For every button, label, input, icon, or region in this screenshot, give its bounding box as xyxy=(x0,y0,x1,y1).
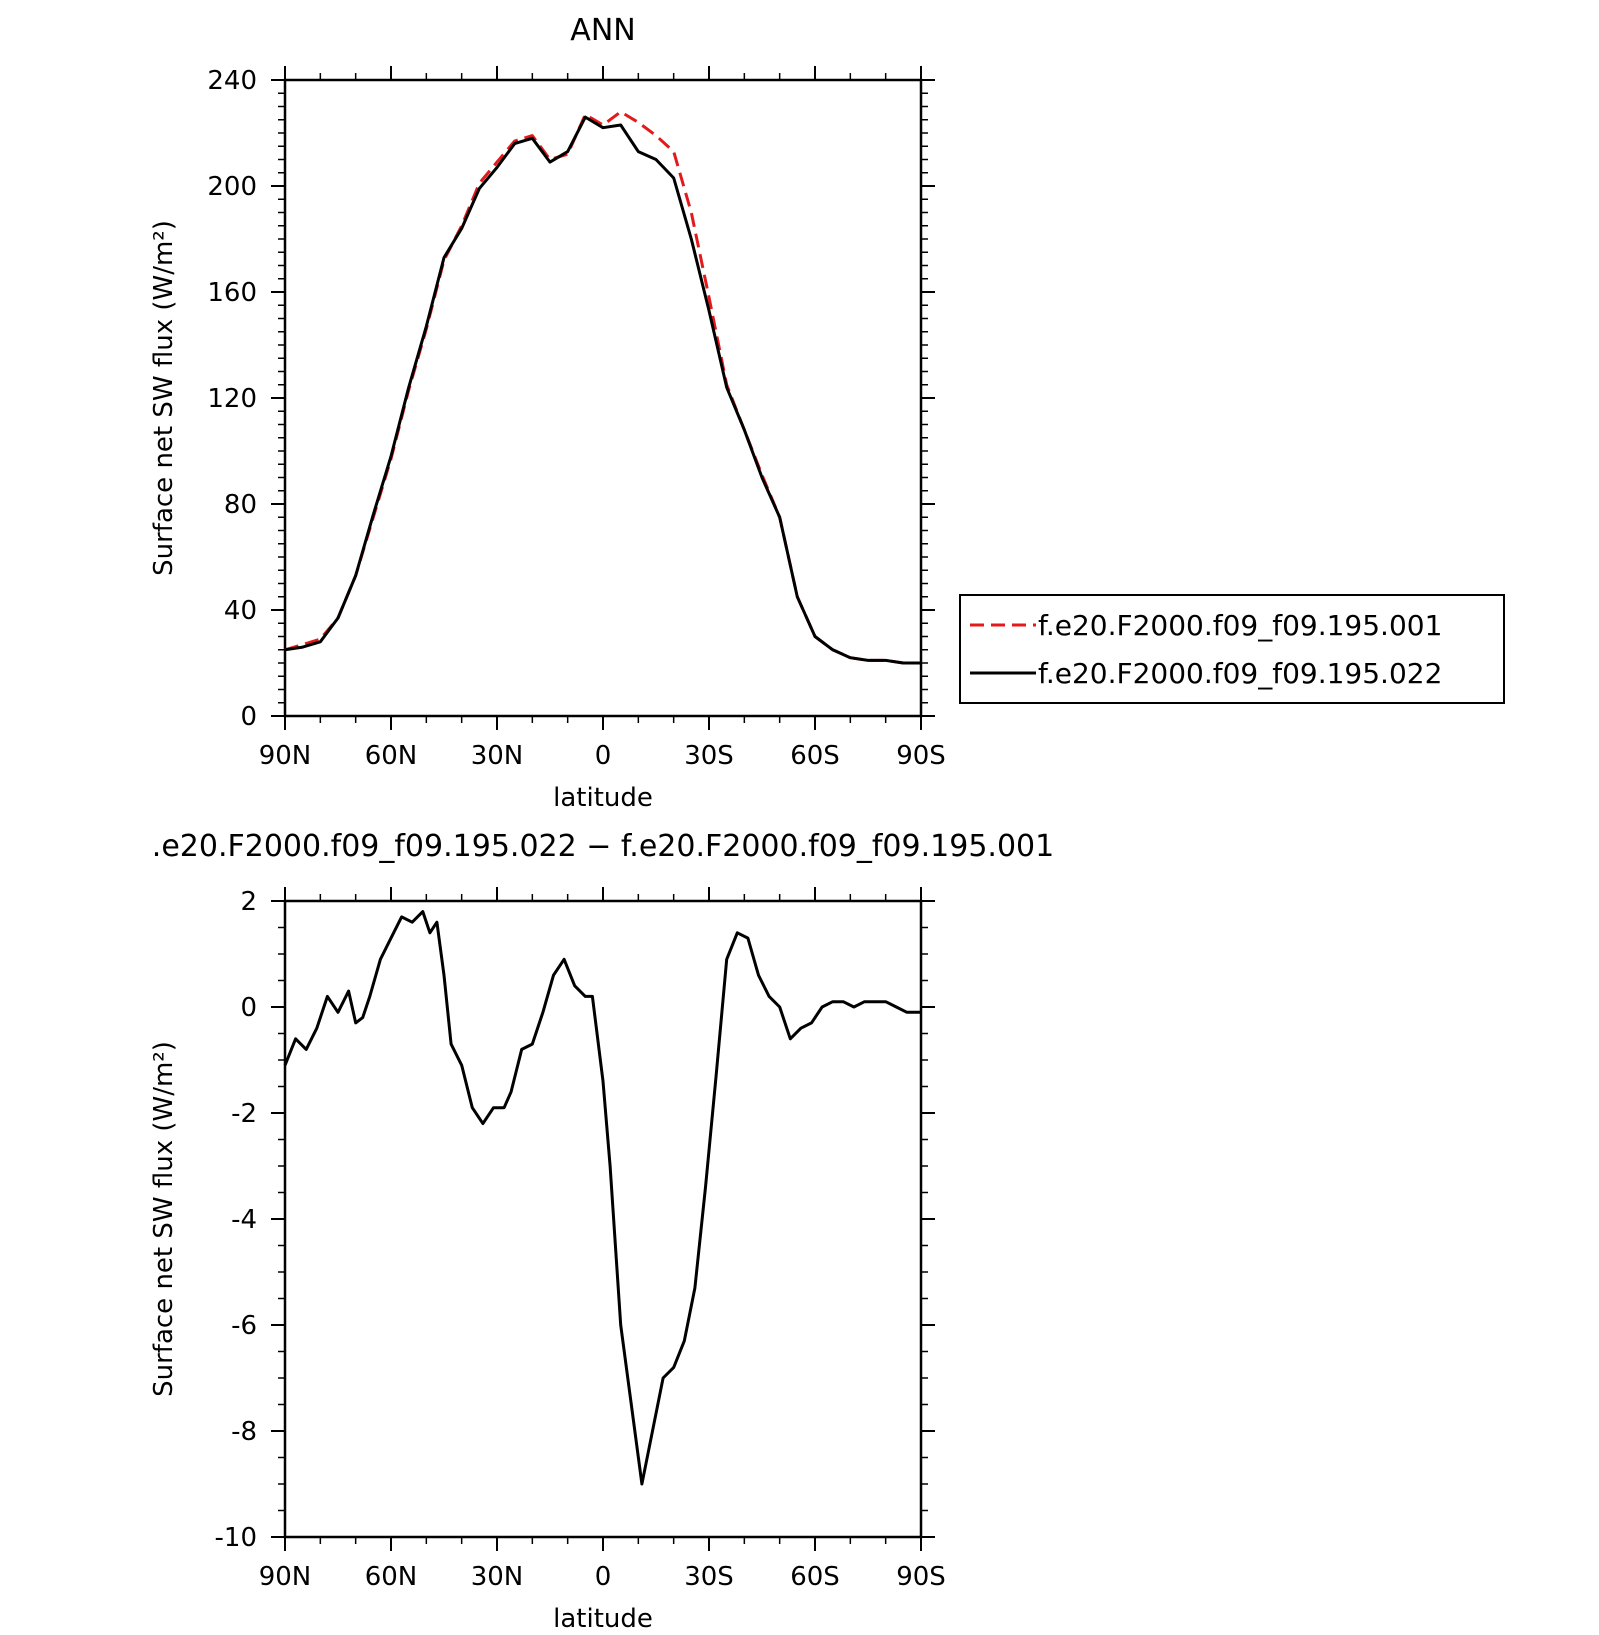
y-axis-title: Surface net SW flux (W/m²) xyxy=(149,1041,179,1397)
x-tick-label: 30S xyxy=(684,741,734,771)
legend-label-1: f.e20.F2000.f09_f09.195.001 xyxy=(1038,609,1442,642)
x-tick-label: 60N xyxy=(365,1562,418,1592)
x-tick-label: 0 xyxy=(595,1562,612,1592)
legend-box xyxy=(959,594,1505,704)
chart-title: ANN xyxy=(570,13,635,48)
y-tick-label: -2 xyxy=(231,1099,257,1129)
y-tick-label: -4 xyxy=(231,1205,257,1235)
y-axis-title: Surface net SW flux (W/m²) xyxy=(149,220,179,576)
y-tick-label: 160 xyxy=(207,278,257,308)
y-tick-label: -8 xyxy=(231,1417,257,1447)
plot-frame xyxy=(283,899,923,1539)
x-tick-label: 60N xyxy=(365,741,418,771)
x-tick-label: 30N xyxy=(471,1562,524,1592)
y-tick-label: 200 xyxy=(207,172,257,202)
x-tick-label: 30N xyxy=(471,741,524,771)
y-tick-label: 0 xyxy=(240,702,257,732)
y-tick-label: 120 xyxy=(207,384,257,414)
x-tick-label: 60S xyxy=(790,741,840,771)
x-tick-label: 90S xyxy=(896,1562,946,1592)
series-line-2 xyxy=(284,115,921,665)
y-tick-label: 40 xyxy=(224,596,257,626)
x-tick-label: 90N xyxy=(259,1562,312,1592)
x-axis-title: latitude xyxy=(553,783,653,813)
x-tick-label: 90N xyxy=(259,741,312,771)
y-tick-label: 0 xyxy=(240,993,257,1023)
legend-label-2: f.e20.F2000.f09_f09.195.022 xyxy=(1038,657,1442,690)
x-axis-title: latitude xyxy=(553,1604,653,1634)
series-line-1 xyxy=(283,910,921,1486)
y-tick-label: -6 xyxy=(231,1311,257,1341)
series-line-1 xyxy=(284,110,921,665)
panel-bottom-chart: .e20.F2000.f09_f09.195.022 − f.e20.F2000… xyxy=(149,829,1054,1634)
y-tick-label: 240 xyxy=(207,66,257,96)
y-tick-label: 2 xyxy=(240,887,257,917)
y-tick-label: -10 xyxy=(215,1523,257,1553)
y-tick-label: 80 xyxy=(224,490,257,520)
x-tick-label: 60S xyxy=(790,1562,840,1592)
x-tick-label: 0 xyxy=(595,741,612,771)
x-tick-label: 30S xyxy=(684,1562,734,1592)
panel-top-chart: ANN 0 40 80 120 160 200 240 90N 60N 30N 0 30S 60S 90S l… xyxy=(149,13,1505,813)
plot-frame xyxy=(283,78,923,718)
x-tick-label: 90S xyxy=(896,741,946,771)
chart-title: .e20.F2000.f09_f09.195.022 − f.e20.F2000… xyxy=(152,829,1054,864)
